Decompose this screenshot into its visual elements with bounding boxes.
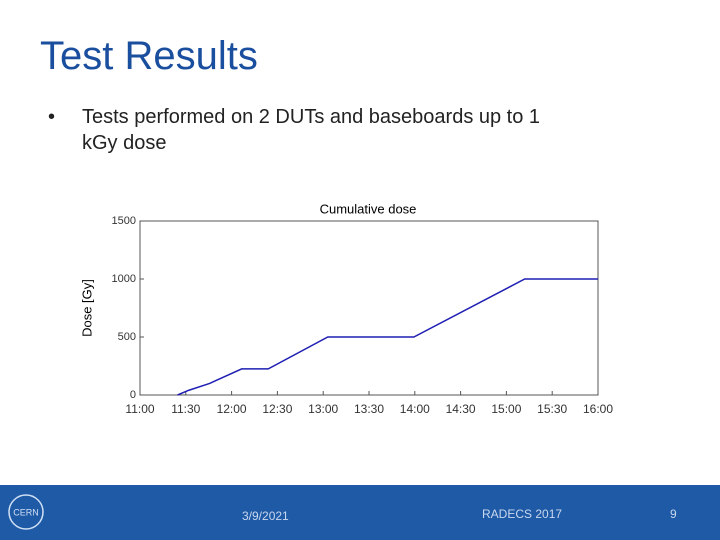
footer-bar — [0, 485, 720, 540]
logo: CERN — [8, 494, 44, 530]
x-tick-label: 11:00 — [125, 402, 154, 416]
logo-text: CERN — [13, 507, 39, 517]
data-line — [177, 278, 598, 396]
x-tick-label: 16:00 — [583, 402, 613, 416]
x-tick-label: 14:00 — [400, 402, 430, 416]
x-tick-label: 12:30 — [262, 402, 292, 416]
y-tick-label: 500 — [118, 331, 136, 343]
page-number: 9 — [670, 507, 677, 521]
y-axis-label: Dose [Gy] — [79, 279, 94, 337]
y-tick-label: 1000 — [112, 273, 136, 285]
x-tick-label: 15:00 — [491, 402, 521, 416]
x-tick-label: 12:00 — [217, 402, 247, 416]
logo-ring — [8, 494, 44, 530]
y-tick-label: 1500 — [112, 215, 136, 227]
bullet-dot: • — [48, 106, 56, 128]
footer-event: RADECS 2017 — [482, 507, 563, 521]
footer-date: 3/9/2021 — [242, 509, 289, 523]
x-tick-label: 14:30 — [446, 402, 476, 416]
x-tick-label: 15:30 — [537, 402, 567, 416]
bullet-text: Tests performed on 2 DUTs and baseboards… — [82, 106, 541, 154]
y-tick-label: 0 — [130, 389, 136, 401]
x-tick-label: 13:00 — [308, 402, 338, 416]
plot-frame — [139, 220, 599, 396]
x-tick-label: 11:30 — [171, 402, 200, 416]
slide-title: Test Results — [40, 34, 258, 78]
chart-title: Cumulative dose — [320, 201, 417, 216]
x-tick-label: 13:30 — [354, 402, 384, 416]
